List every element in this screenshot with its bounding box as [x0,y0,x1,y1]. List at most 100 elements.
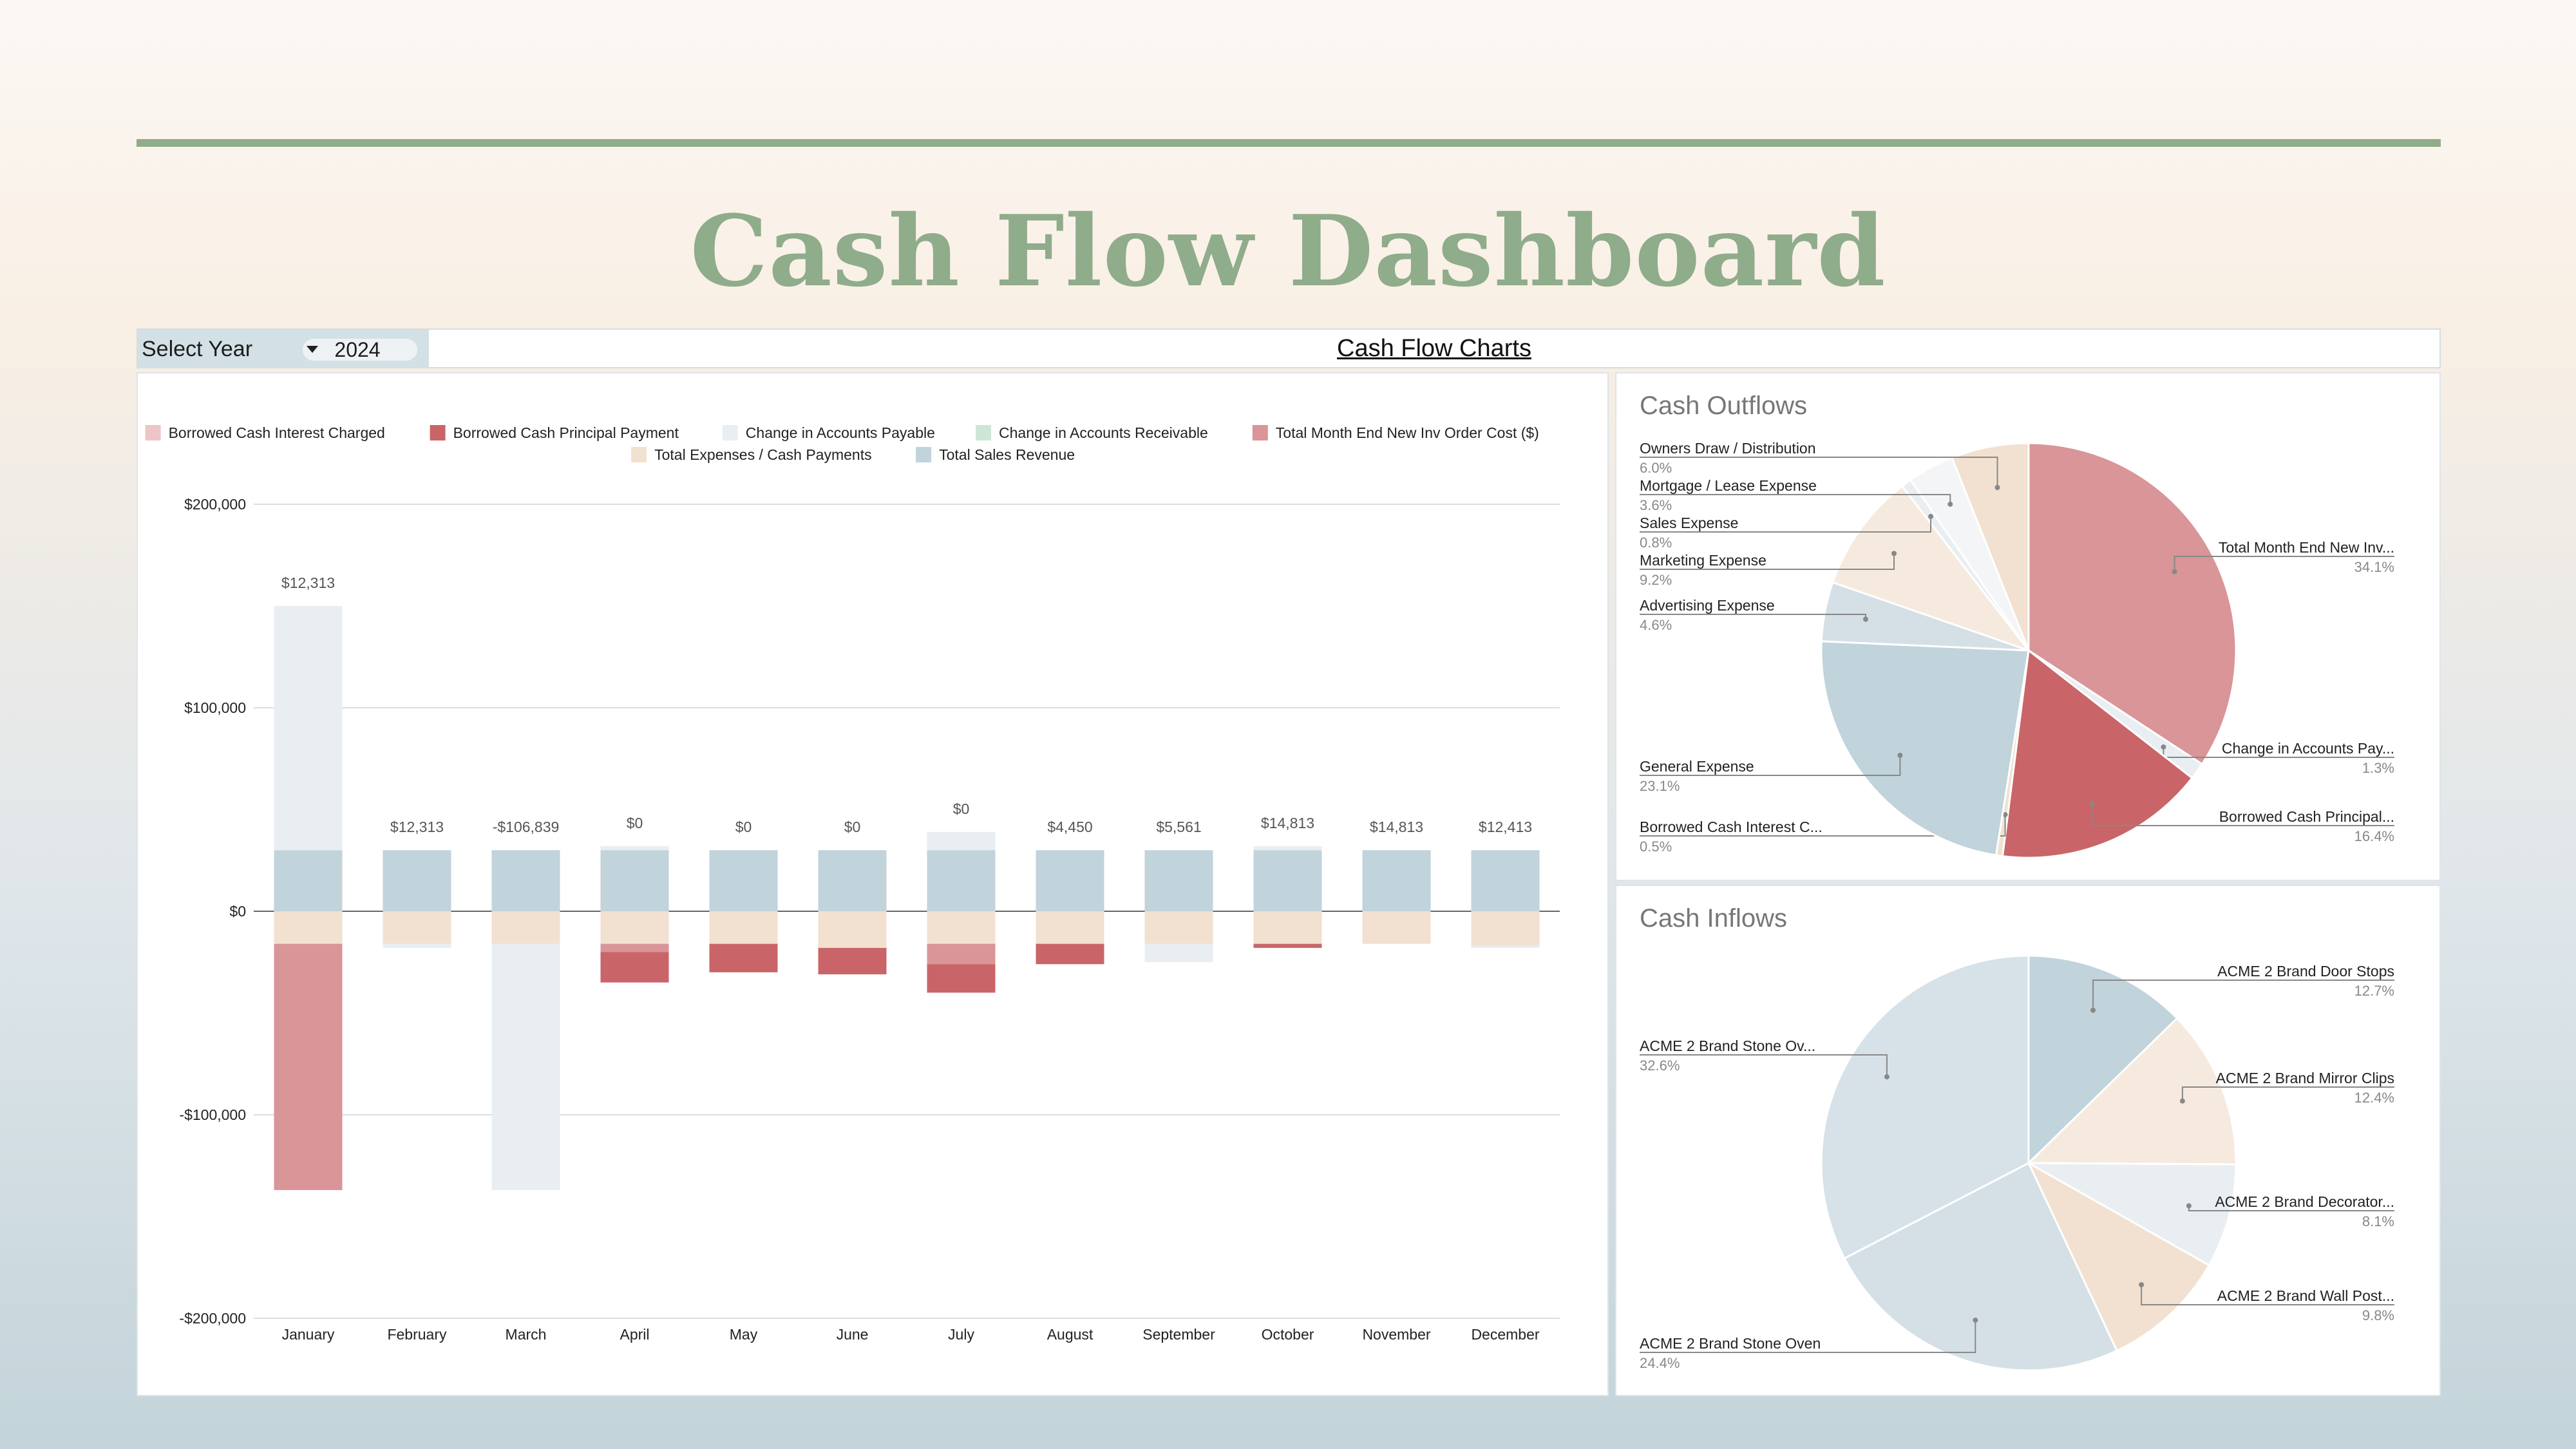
pie-percent: 24.4% [1640,1355,1680,1371]
y-tick-label: -$100,000 [179,1106,246,1123]
pie-leader-line [1640,516,1932,533]
bar-segment-payable [1471,945,1540,948]
legend-label-principal: Borrowed Cash Principal Payment [453,424,679,441]
legend-label-expenses: Total Expenses / Cash Payments [654,446,872,463]
y-tick-label: $0 [229,903,246,920]
pie-leader-line [1640,553,1895,570]
bar-segment-revenue [600,850,669,911]
pie-slice [2026,1160,2211,1352]
bar-segment-payable [491,943,560,1190]
bar-segment-revenue [1253,850,1322,911]
pie-leader-dot [2139,1282,2145,1287]
pie-label: Advertising Expense [1640,597,1775,614]
pie-label: General Expense [1640,758,1754,775]
bar-segment-expenses [1253,911,1322,944]
pie-percent: 34.1% [2354,559,2394,575]
pie-label: Owners Draw / Distribution [1640,440,1816,457]
pie-leader-dot [2179,1098,2185,1104]
pie-leader-dot [1862,616,1868,622]
x-tick-label: March [506,1326,547,1343]
header-divider [137,139,2441,147]
bar-segment-expenses [383,911,451,944]
chevron-down-icon [307,346,318,353]
pie-leader-dot [1973,1317,1978,1323]
legend-swatch-interest [145,425,161,440]
legend-swatch-inventory [1252,425,1268,440]
bar-data-label: $0 [844,819,861,835]
legend-label-revenue: Total Sales Revenue [939,446,1075,463]
x-tick-label: July [948,1326,974,1343]
bar-segment-revenue [709,850,778,911]
pie-percent: 6.0% [1640,460,1672,476]
pie-label: Borrowed Cash Principal... [2219,808,2394,825]
pie-label: ACME 2 Brand Stone Oven [1640,1335,1821,1352]
bar-segment-expenses [1036,911,1104,944]
bar-segment-inventory [927,943,996,965]
bar-segment-payable [1144,943,1213,962]
pie-percent: 23.1% [1640,778,1680,794]
bar-segment-expenses [1144,911,1213,944]
x-tick-label: August [1047,1326,1094,1343]
pie-leader-line [1640,815,2006,837]
pie-label: ACME 2 Brand Stone Ov... [1640,1037,1815,1054]
pie-leader-dot [2002,812,2008,818]
year-dropdown[interactable]: 2024 [303,339,417,361]
pie-leader-line [1640,457,1998,488]
bar-segment-principal [709,943,778,972]
legend-swatch-payable [722,425,738,440]
pie-label: Total Month End New Inv... [2219,539,2394,556]
x-tick-label: November [1362,1326,1430,1343]
cash-inflows-title: Cash Inflows [1640,904,1787,933]
bar-data-label: $12,313 [281,574,335,591]
year-selector: Select Year 2024 [138,330,429,367]
pie-label: ACME 2 Brand Wall Post... [2217,1287,2394,1304]
pie-percent: 9.8% [2362,1307,2394,1323]
pie-leader-line [1640,1054,1888,1077]
bar-segment-revenue [1362,850,1431,911]
bar-segment-revenue [1471,850,1540,911]
cash-flow-bar-chart: Borrowed Cash Interest Charged Borrowed C… [145,424,1560,1343]
pie-percent: 12.7% [2354,983,2394,999]
y-tick-label: $100,000 [184,699,246,716]
bar-segment-principal [818,947,887,974]
bar-segment-revenue [1144,850,1213,911]
x-tick-label: October [1262,1326,1314,1343]
bar-segment-revenue [818,850,887,911]
pie-leader-dot [2090,1007,2096,1013]
pie-percent: 12.4% [2354,1090,2394,1106]
cash-inflows-pie: ACME 2 Brand Door Stops 12.7% ACME 2 Brand… [1640,954,2394,1372]
bar-data-label: $0 [627,815,643,831]
x-tick-label: February [387,1326,447,1343]
legend-swatch-receivable [976,425,991,440]
pie-percent: 8.1% [2362,1213,2394,1229]
x-tick-label: December [1471,1326,1539,1343]
bar-segment-expenses [709,911,778,944]
pie-percent: 16.4% [2354,828,2394,844]
cash-inflows-panel: Cash Inflows ACME 2 Brand Door Stops 12.7… [1615,885,2441,1396]
x-tick-label: June [837,1326,869,1343]
legend-label-inventory: Total Month End New Inv Order Cost ($) [1276,424,1539,441]
pie-leader-dot [1994,484,2000,490]
legend-label-receivable: Change in Accounts Receivable [999,424,1208,441]
pie-leader-dot [2172,569,2177,574]
pie-leader-line [2141,1284,2394,1305]
y-tick-label: $200,000 [184,496,246,513]
cash-flow-charts-link[interactable]: Cash Flow Charts [1337,335,1531,362]
pie-leader-dot [1897,752,1903,758]
pie-leader-dot [1884,1074,1889,1080]
pie-leader-dot [2161,744,2166,750]
cash-outflows-panel: Cash Outflows Total Month End New Inv...… [1615,372,2441,881]
pie-leader-line [1640,755,1901,776]
bar-segment-payable [383,943,451,948]
cash-outflows-title: Cash Outflows [1640,392,1808,420]
x-tick-label: September [1142,1326,1215,1343]
pie-percent: 4.6% [1640,617,1672,633]
pie-label: ACME 2 Brand Mirror Clips [2216,1070,2394,1086]
bar-data-label: $5,561 [1156,819,1201,835]
legend-swatch-revenue [916,447,932,462]
bar-segment-expenses [1471,911,1540,946]
pie-slice [2027,954,2179,1166]
pie-leader-dot [2186,1203,2192,1209]
pie-label: Borrowed Cash Interest C... [1640,819,1823,835]
pie-leader-line [2181,1086,2394,1101]
